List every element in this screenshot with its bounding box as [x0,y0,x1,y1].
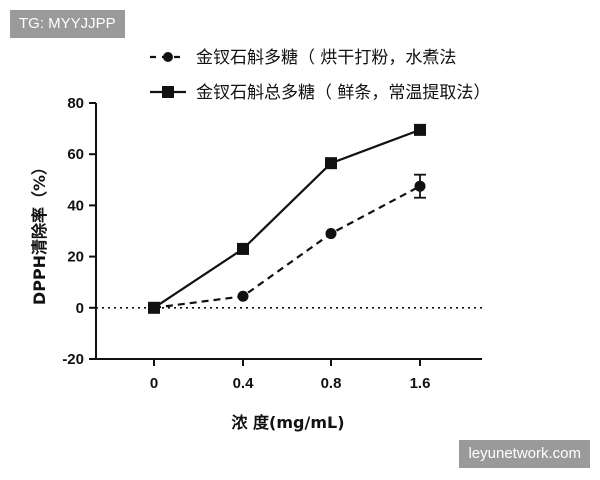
square-point [237,242,249,255]
legend-label: 金钗石斛总多糖（ 鲜条，常温提取法） [196,83,490,103]
series-line-solid [153,128,421,309]
circle-point [237,290,249,302]
y-tick-label: 40 [67,197,84,214]
watermark-top-left: TG: MYYJJPP [10,10,125,38]
series-layer [148,123,426,314]
y-tick-label: 20 [67,249,84,266]
y-tick-label: 0 [76,300,84,317]
series-line-dashed [153,185,421,309]
circle-point [414,180,426,192]
y-axis-title: DPPH清除率（%） [30,159,49,305]
y-tick-label: 60 [67,146,84,163]
legend-label: 金钗石斛多糖（ 烘干打粉，水煮法 [196,48,456,68]
legend-square-marker [162,86,174,98]
axes: -20 0 20 40 60 80 0 0.4 0.8 1.6 [62,95,482,392]
x-tick-label: 0 [150,375,158,392]
square-point [325,157,337,170]
x-tick-label: 0.4 [233,375,255,392]
y-tick-label: 80 [67,95,84,112]
square-point [414,123,426,136]
square-point [148,301,160,314]
circle-point [325,228,337,240]
x-tick-label: 1.6 [410,375,431,392]
x-axis-title: 浓 度(mg/mL) [231,413,344,432]
legend-circle-marker [163,52,173,62]
y-tick-label: -20 [62,351,84,368]
x-tick-label: 0.8 [321,375,342,392]
watermark-bottom-right: leyunetwork.com [459,440,590,468]
